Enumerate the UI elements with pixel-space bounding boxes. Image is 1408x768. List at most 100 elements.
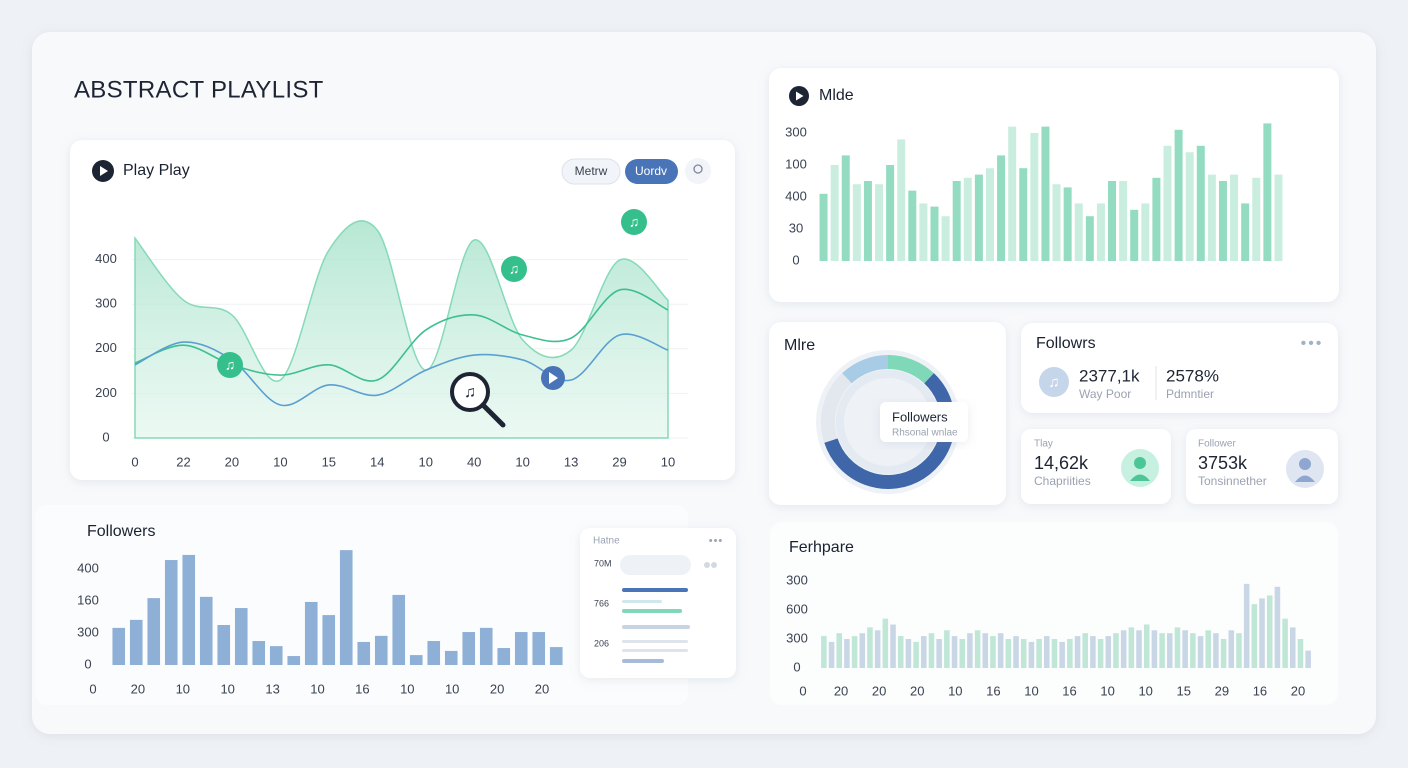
play-glyph	[549, 372, 558, 384]
y-tick-label: 600	[786, 601, 808, 616]
button[interactable]	[625, 159, 678, 184]
progress	[622, 609, 682, 613]
more-icon[interactable]: •••	[1301, 335, 1324, 352]
x-tick-label: 10	[1100, 683, 1114, 698]
bar	[830, 165, 839, 261]
bar	[1119, 181, 1128, 261]
bar	[1063, 187, 1072, 261]
bar	[1052, 184, 1061, 261]
bar	[1028, 641, 1035, 668]
bar	[1082, 633, 1088, 668]
bar	[199, 596, 213, 665]
bar	[1174, 129, 1183, 261]
bar	[974, 174, 983, 261]
donut-segment	[842, 355, 889, 384]
bar	[1013, 636, 1019, 668]
user-glyph	[693, 164, 703, 174]
x-tick-label: 10	[220, 681, 234, 696]
user-button[interactable]	[685, 158, 711, 184]
bar	[1090, 636, 1096, 668]
bar	[882, 618, 889, 668]
bar	[985, 168, 994, 261]
bar	[944, 630, 950, 668]
music-glyph: ♫	[629, 214, 640, 230]
bar	[357, 641, 371, 665]
bar	[112, 627, 126, 665]
bar	[1266, 595, 1273, 668]
page-title: ABSTRACT PLAYLIST	[74, 76, 324, 103]
bar	[982, 633, 989, 668]
bar	[890, 624, 896, 668]
bar	[234, 608, 248, 665]
y-tick-label: 400	[77, 560, 99, 575]
x-tick-label: 10	[661, 454, 675, 469]
bar	[867, 627, 873, 668]
bar	[930, 206, 939, 261]
bar	[1163, 145, 1172, 261]
bar	[427, 641, 441, 665]
bar	[514, 632, 528, 665]
y-tick-label: 300	[77, 624, 99, 639]
bar	[1113, 633, 1119, 668]
button-label[interactable]: Uordv	[635, 164, 667, 178]
x-tick-label: 20	[490, 681, 504, 696]
bar	[1108, 181, 1117, 261]
bar	[921, 636, 927, 668]
x-tick-label: 10	[310, 681, 324, 696]
avatar-body	[1295, 475, 1315, 482]
y-tick-label: 200	[95, 385, 117, 400]
bar	[1020, 639, 1027, 668]
x-tick-label: 22	[176, 454, 190, 469]
x-tick-label: 10	[400, 681, 414, 696]
music-badge	[621, 209, 647, 235]
stat-value: 2377,1k	[1079, 366, 1140, 385]
x-tick-label: 0	[799, 683, 806, 698]
bar	[959, 639, 965, 668]
bar	[497, 648, 511, 665]
x-tick-label: 16	[355, 681, 369, 696]
music-glyph: ♫	[464, 384, 476, 401]
x-tick-label: 40	[467, 454, 481, 469]
progress	[622, 625, 690, 629]
list-row-label: 766	[594, 598, 609, 608]
bar	[1305, 650, 1311, 668]
y-tick-label: 400	[785, 188, 807, 203]
bar	[1097, 639, 1104, 668]
button-label[interactable]: Metrw	[575, 164, 608, 178]
bar	[913, 641, 919, 668]
bar	[1019, 168, 1028, 261]
bar	[1274, 174, 1283, 261]
bar	[1228, 630, 1235, 668]
x-tick-label: 20	[131, 681, 145, 696]
chart-title: Followers	[87, 523, 155, 540]
bar	[1067, 639, 1073, 668]
stat-label: Way Poor	[1079, 387, 1131, 401]
dot	[704, 562, 710, 568]
y-tick-label: 100	[785, 156, 807, 171]
play-glyph	[100, 166, 108, 176]
more-icon[interactable]: •••	[709, 535, 724, 547]
bar	[1236, 633, 1242, 668]
bar	[252, 641, 266, 665]
bar	[1290, 627, 1296, 668]
x-tick-label: 20	[535, 681, 549, 696]
tooltip	[880, 402, 968, 442]
button[interactable]	[561, 158, 621, 185]
bar	[1152, 177, 1161, 261]
x-tick-label: 10	[273, 454, 287, 469]
donut-segment	[821, 373, 852, 443]
bar	[1185, 152, 1194, 261]
bar	[1230, 174, 1239, 261]
bar	[1008, 126, 1017, 261]
progress	[622, 600, 662, 603]
bar	[1143, 624, 1150, 668]
bar	[1174, 627, 1181, 668]
card-title: Follower	[1198, 439, 1236, 450]
bar	[905, 639, 912, 668]
list-row-label: 206	[594, 638, 609, 648]
x-tick-label: 29	[1215, 683, 1229, 698]
bar	[844, 639, 850, 668]
x-tick-label: 10	[445, 681, 459, 696]
